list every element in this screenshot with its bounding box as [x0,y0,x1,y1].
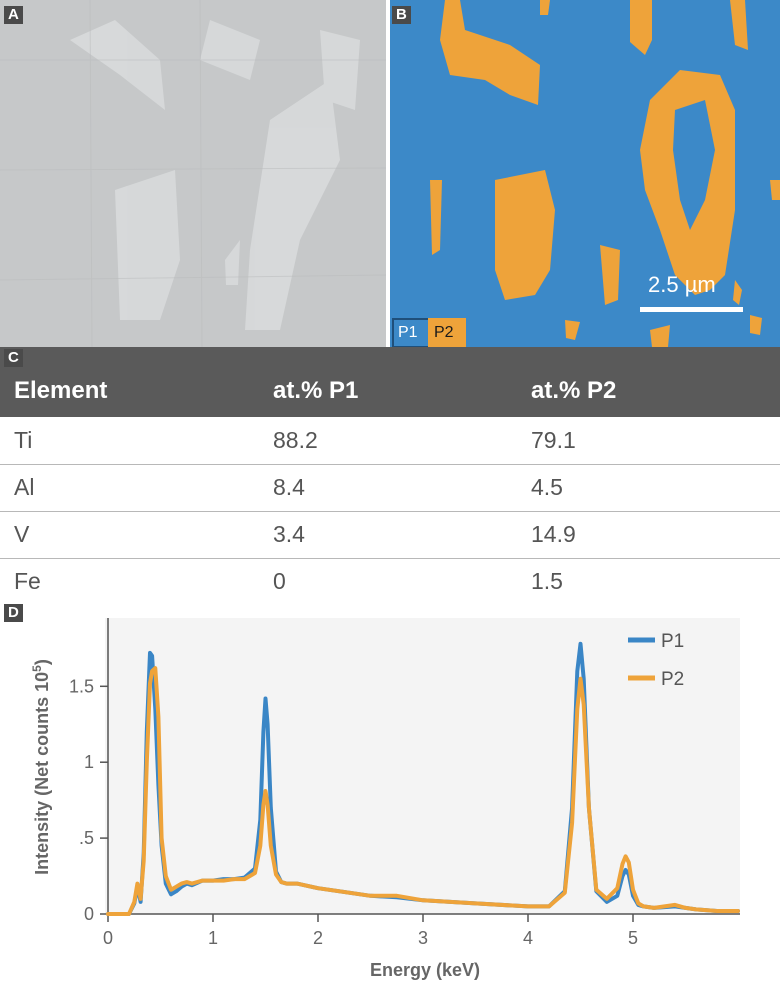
table-row: V 3.4 14.9 [0,512,780,559]
panel-divider [386,0,390,347]
cell-p2: 4.5 [531,474,563,500]
cell-element: Ti [14,427,33,453]
phase-map: 2.5 µm P1 P2 [390,0,780,347]
header-at-p2: at.% P2 [531,377,617,404]
legend: P1 P2 [628,631,684,690]
y-tick-label: 0 [84,904,94,924]
phase-key-p2: P2 [428,318,466,347]
x-tick-label: 4 [523,928,533,948]
header-at-p1: at.% P1 [273,377,359,404]
y-tick-label: 1.5 [69,676,94,696]
table-row: Fe 0 1.5 [0,559,780,605]
x-tick-label: 5 [628,928,638,948]
y-tick-label: 1 [84,752,94,772]
table-row: Ti 88.2 79.1 [0,418,780,465]
spectrum-panel: 0 1 2 3 4 5 0 .5 1 1.5 Energy (keV) Intensity (N… [0,602,780,997]
cell-p1: 0 [273,568,286,594]
panel-label-a: A [4,6,23,24]
panel-label-c: C [4,349,23,367]
plot-area [105,618,740,914]
legend-label-p2: P2 [661,669,684,690]
panel-label-d: D [4,604,23,622]
scale-bar-label: 2.5 µm [648,272,716,297]
cell-element: Al [14,474,35,500]
table-row: Al 8.4 4.5 [0,465,780,512]
series-line-p2 [106,666,740,916]
header-element: Element [14,377,108,404]
x-tick-label: 2 [313,928,323,948]
cell-p2: 1.5 [531,568,563,594]
x-tick-label: 1 [208,928,218,948]
x-axis-title: Energy (keV) [370,960,480,980]
y-axis-title: Intensity (Net counts 105) [30,659,52,875]
cell-p1: 88.2 [273,427,318,453]
y-tick-label: .5 [79,828,94,848]
cell-p2: 79.1 [531,427,576,453]
legend-label-p1: P1 [661,631,684,652]
sem-micrograph-image [0,0,386,347]
sem-micrograph [0,0,386,347]
spectrum-chart: 0 1 2 3 4 5 0 .5 1 1.5 Energy (keV) Intensity (N… [30,618,740,980]
x-tick-label: 3 [418,928,428,948]
cell-p1: 8.4 [273,474,305,500]
table-header: Element at.% P1 at.% P2 [0,347,780,417]
cell-p1: 3.4 [273,521,305,547]
cell-element: Fe [14,568,41,594]
panel-label-b: B [392,6,411,24]
phase-map-image [390,0,780,347]
composition-table: Element at.% P1 at.% P2 Ti 88.2 79.1 Al … [0,347,780,602]
scale-bar [640,307,743,312]
phase-key-p1: P1 [392,318,430,347]
cell-p2: 14.9 [531,521,576,547]
x-tick-label: 0 [103,928,113,948]
cell-element: V [14,521,30,547]
